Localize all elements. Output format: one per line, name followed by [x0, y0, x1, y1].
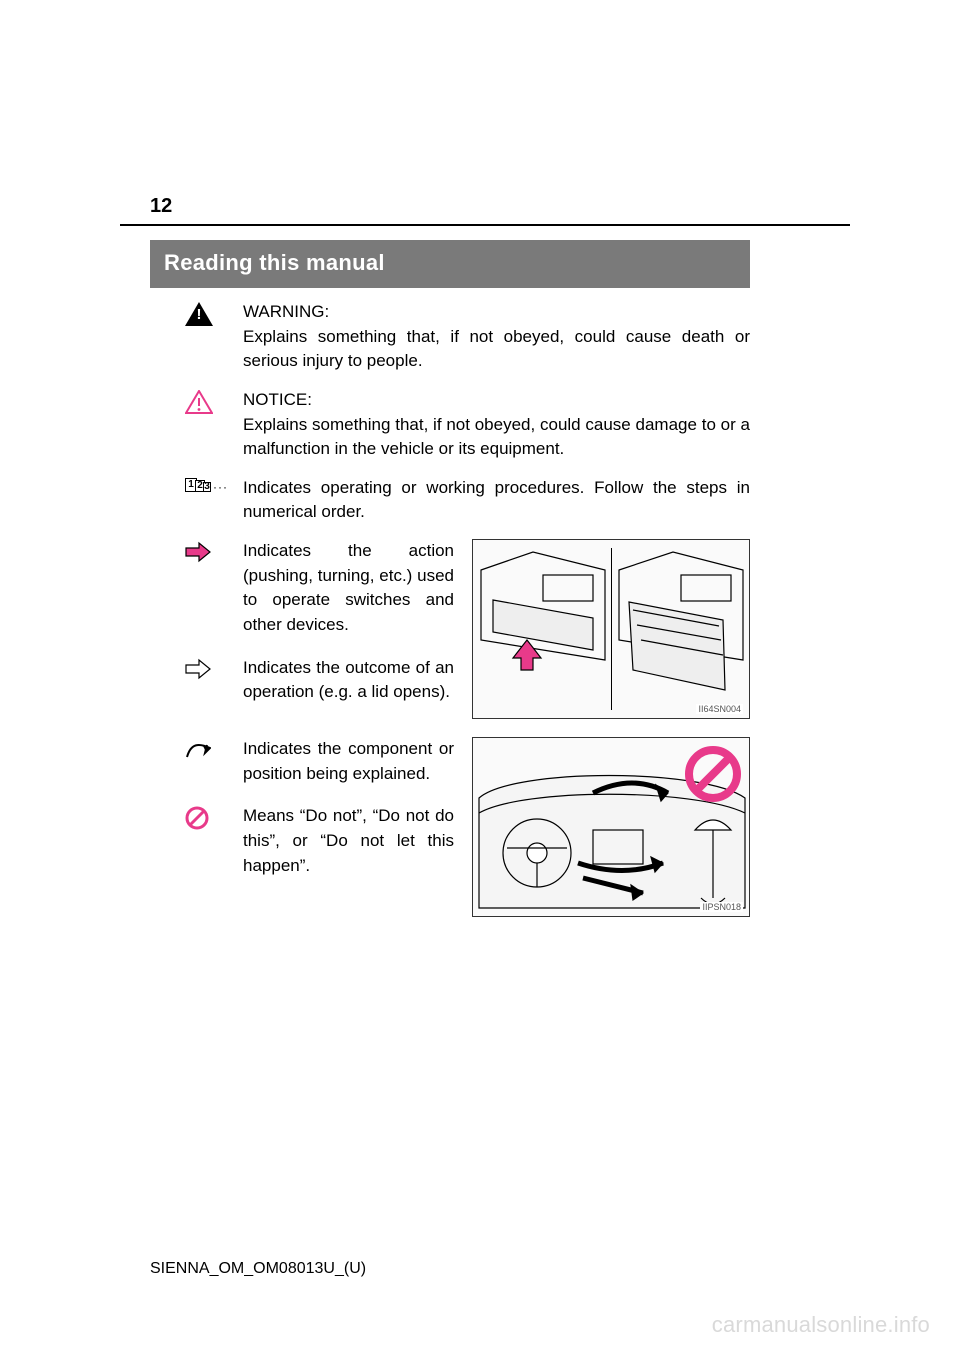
outcome-body: Indicates the outcome of an operation (e…: [243, 656, 454, 705]
donot-body: Means “Do not”, “Do not do this”, or “Do…: [243, 804, 454, 878]
wing-arrow-icon: [185, 737, 243, 761]
notice-body: Explains something that, if not obeyed, …: [243, 415, 750, 459]
prohibit-icon: [185, 804, 243, 830]
notice-text: NOTICE: Explains something that, if not …: [243, 388, 750, 462]
illustration-code-2: IIPSN018: [700, 902, 743, 912]
overhead-console-svg: [473, 540, 751, 720]
warning-label: WARNING:: [243, 302, 329, 321]
item-warning: ! WARNING: Explains something that, if n…: [185, 300, 750, 374]
illustration-divider: [611, 548, 612, 710]
component-body: Indicates the component or position bein…: [243, 737, 454, 786]
section-heading: Reading this manual: [150, 240, 750, 288]
prohibit-symbol-overlay: [685, 746, 741, 802]
warning-text: WARNING: Explains something that, if not…: [243, 300, 750, 374]
top-rule: [120, 224, 850, 226]
outline-arrow-icon: [185, 656, 243, 680]
component-donot-row: Indicates the component or position bein…: [185, 737, 750, 917]
steps-body: Indicates operating or working procedure…: [243, 476, 750, 525]
watermark: carmanualsonline.info: [712, 1312, 930, 1338]
notice-label: NOTICE:: [243, 390, 312, 409]
item-outcome: Indicates the outcome of an operation (e…: [185, 656, 454, 705]
item-steps: 123··· Indicates operating or working pr…: [185, 476, 750, 525]
content-column: ! WARNING: Explains something that, if n…: [185, 300, 750, 931]
item-notice: NOTICE: Explains something that, if not …: [185, 388, 750, 462]
illustration-dashboard: IIPSN018: [472, 737, 750, 917]
item-component: Indicates the component or position bein…: [185, 737, 454, 786]
filled-arrow-icon: [185, 539, 243, 563]
numbered-steps-icon: 123···: [185, 476, 243, 492]
page-number: 12: [150, 195, 172, 218]
illustration-code-1: II64SN004: [696, 704, 743, 714]
action-outcome-row: Indicates the action (pushing, turning, …: [185, 539, 750, 723]
warning-triangle-icon: !: [185, 300, 243, 326]
warning-body: Explains something that, if not obeyed, …: [243, 327, 750, 371]
illustration-overhead-console: II64SN004: [472, 539, 750, 719]
notice-triangle-icon: [185, 388, 243, 414]
action-body: Indicates the action (pushing, turning, …: [243, 539, 454, 638]
item-action: Indicates the action (pushing, turning, …: [185, 539, 454, 638]
footer-document-code: SIENNA_OM_OM08013U_(U): [150, 1260, 366, 1278]
item-donot: Means “Do not”, “Do not do this”, or “Do…: [185, 804, 454, 878]
